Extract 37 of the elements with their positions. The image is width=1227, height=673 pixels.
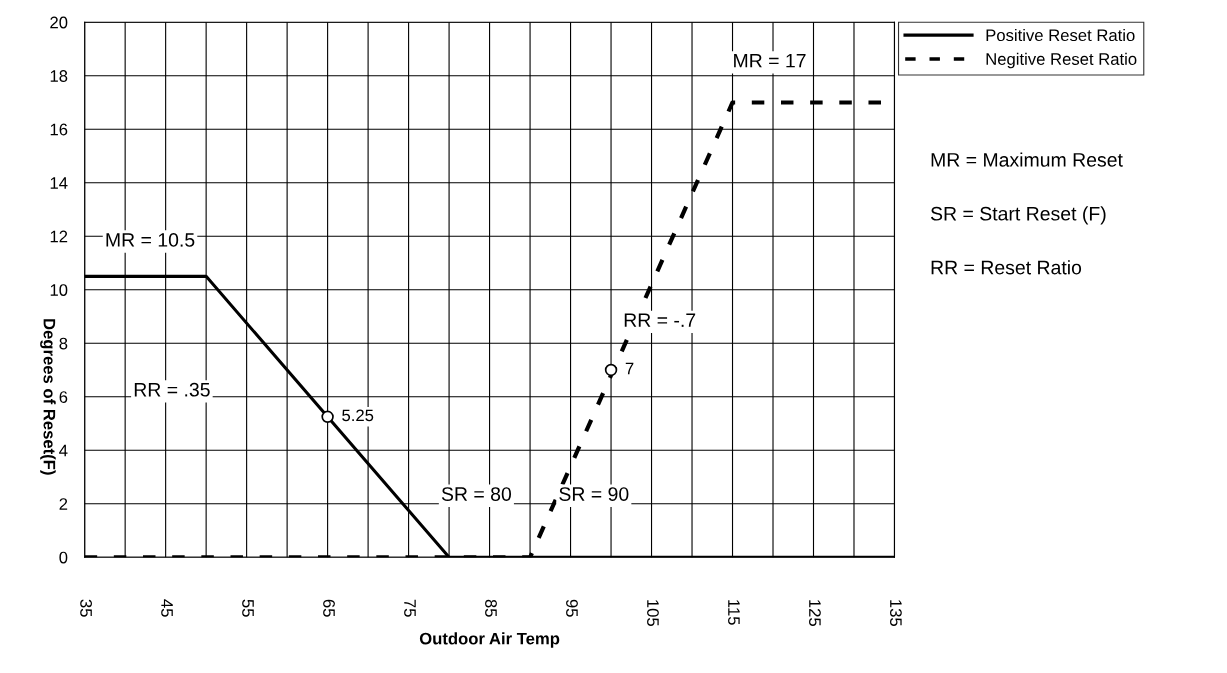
x-tick-label: 35 — [80, 599, 92, 617]
x-tick-label: 135 — [890, 600, 902, 627]
y-tick-label: 10 — [50, 284, 68, 296]
x-tick-label: 55 — [242, 599, 254, 617]
y-tick-label: 4 — [59, 444, 68, 457]
annotation: RR = -.7 — [624, 313, 696, 327]
x-tick-label: 85 — [485, 599, 497, 617]
y-tick-label: 18 — [50, 70, 68, 82]
annotation: RR = .35 — [134, 382, 210, 397]
x-tick-label: 95 — [566, 599, 578, 617]
x-tick-label: 45 — [161, 599, 173, 617]
x-tick-label: 65 — [323, 599, 335, 617]
y-tick-label: 0 — [59, 551, 68, 564]
y-tick-label: 16 — [50, 123, 68, 136]
x-tick-label: 105 — [647, 600, 659, 627]
text: RR = Reset Ratio — [931, 260, 1082, 275]
y-tick-label: 8 — [59, 337, 68, 350]
text: MR = Maximum Reset — [931, 152, 1123, 167]
annotation: SR = 90 — [559, 487, 629, 501]
y-tick-label: 20 — [50, 16, 68, 29]
x-tick-label: 115 — [728, 600, 740, 625]
annotation: SR = 80 — [441, 487, 512, 501]
legend-label: Positive Reset Ratio — [986, 28, 1135, 42]
x-tick-label: 75 — [404, 599, 416, 617]
annotation: MR = 10.5 — [106, 233, 195, 247]
y-tick-label: 14 — [50, 177, 68, 189]
x-axis-title: Outdoor Air Temp — [419, 632, 560, 648]
annotation: MR = 17 — [734, 53, 806, 68]
x-tick-label: 125 — [809, 600, 821, 627]
y-axis-title: Degrees of Reset(F) — [40, 319, 56, 475]
y-tick-label: 12 — [50, 230, 68, 243]
legend-label: Negitive Reset Ratio — [986, 52, 1137, 69]
annotation: 5.25 — [342, 409, 374, 422]
y-tick-label: 2 — [59, 498, 68, 510]
y-tick-label: 6 — [59, 391, 68, 403]
text: SR = Start Reset (F) — [930, 206, 1106, 225]
annotation: 7 — [625, 362, 634, 375]
